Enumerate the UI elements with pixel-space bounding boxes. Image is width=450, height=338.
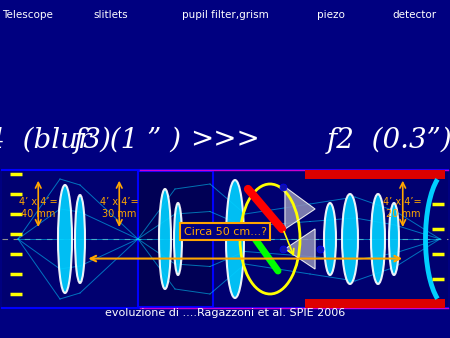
Text: piezo: piezo (317, 10, 345, 20)
Text: pupil filter,grism: pupil filter,grism (182, 10, 268, 20)
Ellipse shape (75, 195, 85, 283)
Bar (305, 170, 445, 179)
Text: Circa 50 cm...?: Circa 50 cm...? (184, 226, 266, 237)
FancyBboxPatch shape (138, 171, 213, 307)
Ellipse shape (342, 194, 358, 284)
Text: detector: detector (392, 10, 436, 20)
Text: f4  (blur ): f4 (blur ) (0, 127, 112, 154)
Polygon shape (285, 187, 315, 229)
Ellipse shape (324, 203, 336, 275)
Ellipse shape (58, 185, 72, 293)
Text: >>>: >>> (190, 127, 260, 154)
Ellipse shape (174, 203, 182, 275)
Text: evoluzione di ....Ragazzoni et al. SPIE 2006: evoluzione di ....Ragazzoni et al. SPIE … (105, 308, 345, 318)
Ellipse shape (389, 203, 399, 275)
Text: 4’ x 4’=
40 mm: 4’ x 4’= 40 mm (19, 197, 58, 219)
Text: 4’ x 4’=
20 mm: 4’ x 4’= 20 mm (383, 197, 422, 219)
Ellipse shape (371, 194, 385, 284)
Text: f2  (0.3”): f2 (0.3”) (326, 127, 450, 154)
Text: f3 (1 ” ): f3 (1 ” ) (74, 127, 182, 154)
Ellipse shape (159, 189, 171, 289)
Ellipse shape (226, 180, 244, 298)
Text: slitlets: slitlets (93, 10, 127, 20)
Text: Telescope: Telescope (1, 10, 53, 20)
Text: 4’ x 4’=
30 mm: 4’ x 4’= 30 mm (100, 197, 139, 219)
Bar (305, 299, 445, 308)
FancyBboxPatch shape (2, 170, 448, 308)
Polygon shape (285, 229, 315, 269)
